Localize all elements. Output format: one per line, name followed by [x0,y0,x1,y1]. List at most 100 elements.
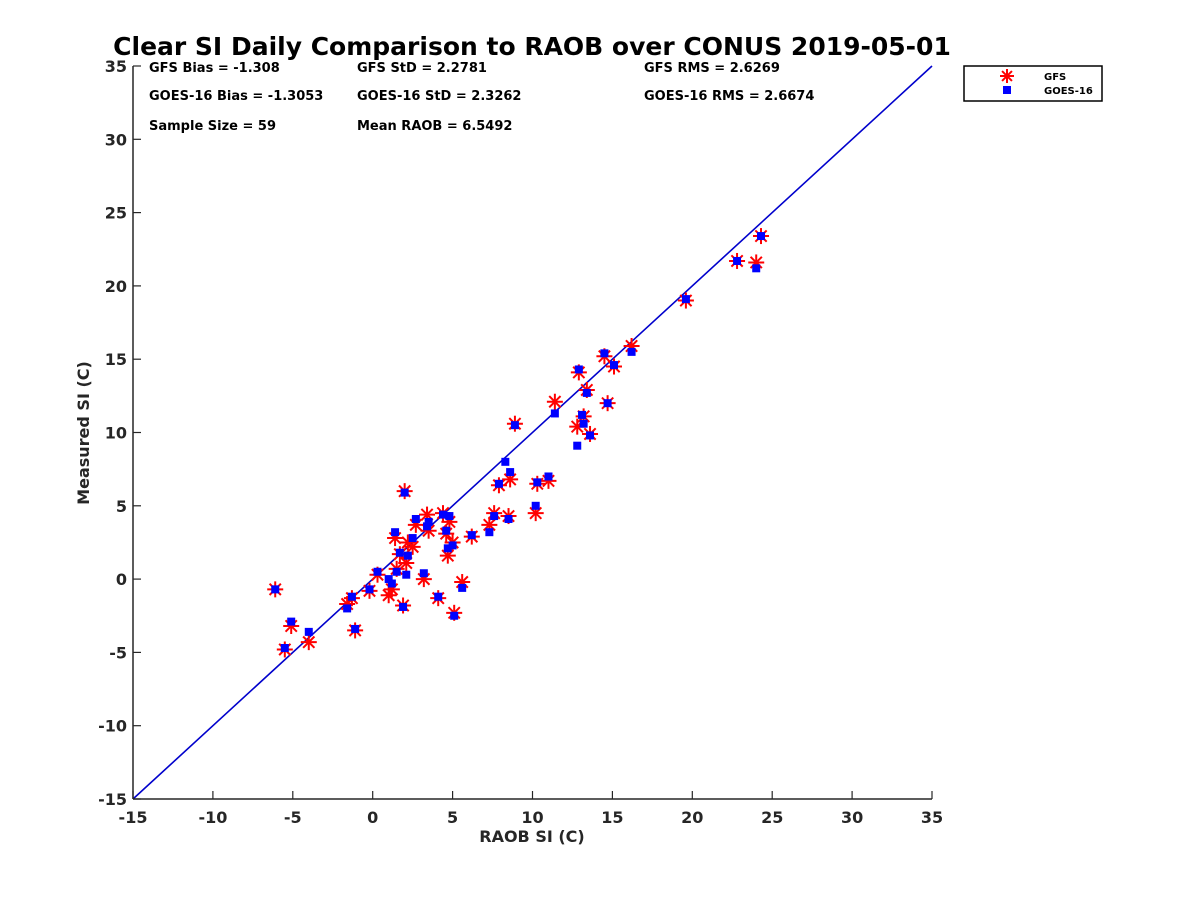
goes16-series [271,232,766,653]
y-tick-label: 35 [105,57,127,76]
stat-text: Mean RAOB = 6.5492 [357,119,512,134]
goes16-point [391,528,400,537]
y-tick-label: -15 [98,790,127,809]
y-tick-label: -5 [109,643,127,662]
x-tick-label: 5 [447,808,458,827]
asterisk-stroke [302,635,316,649]
legend-label: GOES-16 [1044,86,1093,97]
goes16-point [387,579,396,588]
x-tick-label: 0 [367,808,378,827]
goes16-point [439,510,448,519]
y-tick-label: 20 [105,277,127,296]
goes16-point [347,592,356,601]
x-tick-label: 15 [601,808,623,827]
goes16-point [400,488,409,497]
goes16-point [490,512,499,521]
y-tick-label: 15 [105,350,127,369]
goes16-point [384,575,393,584]
y-tick-label: 25 [105,204,127,223]
goes16-point [280,644,289,653]
goes16-point [458,583,467,592]
goes16-point [504,514,513,523]
goes16-point [271,585,280,594]
reference-line-group [132,65,933,800]
goes16-point [434,592,443,601]
reference-line [132,65,933,800]
stat-text: GFS StD = 2.2781 [357,61,487,76]
y-tick-label: 10 [105,424,127,443]
legend-goes16-marker [1003,86,1011,94]
goes16-point [752,264,761,273]
goes16-point [579,419,588,428]
goes16-point [395,548,404,557]
x-tick-label: 30 [841,808,863,827]
asterisk-stroke [548,395,562,409]
goes16-point [494,479,503,488]
goes16-point [450,611,459,620]
stat-text: GFS Bias = -1.308 [149,61,280,76]
goes16-point [402,570,411,579]
goes16-point [411,514,420,523]
goes16-point [424,517,433,526]
asterisk-stroke [422,524,435,538]
x-tick-label: 25 [761,808,783,827]
goes16-point [603,399,612,408]
goes16-point [582,388,591,397]
stat-text: GFS RMS = 2.6269 [644,61,780,76]
stat-text: GOES-16 RMS = 2.6674 [644,89,814,104]
goes16-point [445,512,454,521]
stat-text: Sample Size = 59 [149,119,276,134]
goes16-point [423,522,432,531]
goes16-point [681,295,690,304]
stats-annotations: GFS Bias = -1.308 GFS StD = 2.2781 GFS RMS… [149,61,814,134]
legend-gfs-marker [1000,69,1014,83]
x-tick-label: -5 [284,808,302,827]
goes16-point [733,256,742,265]
goes16-point [533,478,542,487]
goes16-point [408,534,417,543]
goes16-point [485,528,494,537]
x-tick-label: -10 [198,808,227,827]
x-axis-label: RAOB SI (C) [479,827,584,846]
goes16-point [351,624,360,633]
goes16-point [531,501,540,510]
goes16-point [609,361,618,370]
y-tick-label: 0 [116,570,127,589]
goes16-point [627,347,636,356]
asterisk-stroke [420,508,434,521]
goes16-point [578,410,587,419]
legend-box [963,65,1103,102]
goes16-point [287,617,296,626]
goes16-point [304,627,313,636]
x-tick-label: 35 [921,808,943,827]
goes16-point [373,567,382,576]
goes16-point [365,585,374,594]
gfs-point [546,393,563,410]
chart-title: Clear SI Daily Comparison to RAOB over C… [113,32,951,61]
goes16-point [600,349,609,358]
goes16-point [506,468,515,477]
x-tick-label: -15 [119,808,148,827]
y-tick-label: 30 [105,130,127,149]
goes16-point [501,457,510,466]
gfs-point [300,634,317,651]
y-tick-label: -10 [98,717,127,736]
goes16-point [550,409,559,418]
goes16-point [467,531,476,540]
goes16-point [573,441,582,450]
y-tick-label: 5 [116,497,127,516]
goes16-point [392,567,401,576]
goes16-point [399,602,408,611]
x-tick-label: 10 [521,808,543,827]
legend: GFS GOES-16 [963,65,1103,102]
goes16-point [343,604,352,613]
axes: -15 -10 -5 0 5 10 15 20 25 30 35 -15 -10 -5 0 5 10 15 20 25… [98,57,943,827]
goes16-point [574,365,583,374]
goes16-point [510,421,519,430]
goes16-point [443,544,452,553]
legend-label: GFS [1044,72,1066,83]
goes16-point [419,569,428,578]
x-tick-label: 20 [681,808,703,827]
goes16-point [544,472,553,481]
